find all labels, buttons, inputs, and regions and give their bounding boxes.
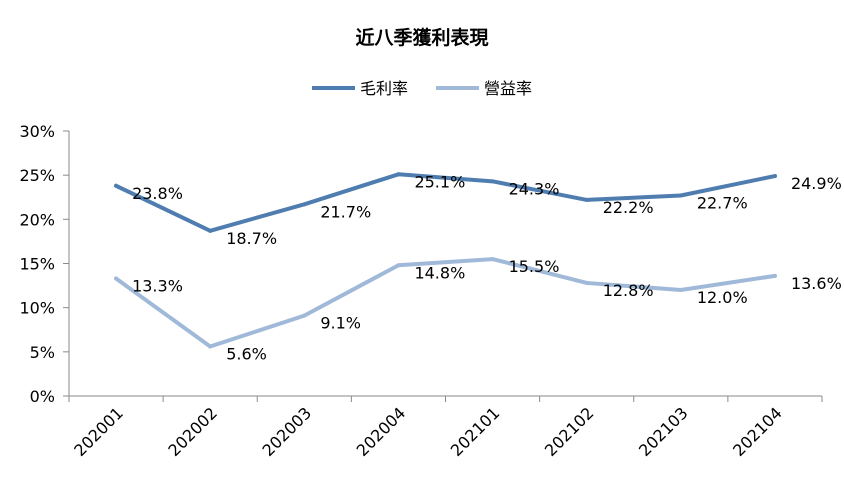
data-label: 24.9% (791, 174, 842, 193)
data-label: 15.5% (509, 257, 560, 276)
data-point (584, 197, 589, 202)
data-label: 24.3% (509, 179, 560, 198)
data-label: 21.7% (320, 202, 371, 221)
plot-area: 23.8% 18.7% 21.7% 25.1% 24.3% 22.2% 22.7% 24.9%… (114, 172, 842, 364)
data-point (678, 288, 683, 292)
data-point (772, 273, 777, 278)
data-label: 12.0% (697, 288, 748, 307)
data-point (772, 174, 777, 179)
data-point (678, 193, 683, 198)
data-point (396, 172, 401, 177)
legend-label-gross-margin: 毛利率 (360, 79, 408, 98)
data-label: 9.1% (320, 314, 361, 333)
data-point (208, 344, 213, 349)
x-tick-label: 202101 (447, 403, 504, 460)
data-point (114, 183, 119, 188)
y-tick-label: 20% (19, 210, 55, 229)
x-tick-label: 202103 (635, 403, 692, 460)
data-label: 13.3% (132, 277, 183, 296)
data-label: 23.8% (132, 184, 183, 203)
x-tick-label: 202002 (164, 403, 221, 460)
data-label: 18.7% (226, 229, 277, 248)
data-label: 5.6% (226, 345, 267, 364)
data-point (208, 228, 213, 233)
x-tick-label: 202001 (70, 403, 127, 460)
data-point (490, 179, 495, 184)
y-tick-label: 30% (19, 122, 55, 141)
y-tick-label: 25% (19, 166, 55, 185)
chart-title: 近八季獲利表現 (355, 26, 488, 49)
y-tick-label: 10% (19, 299, 55, 318)
data-label: 25.1% (414, 172, 465, 191)
legend-label-operating-margin: 營益率 (484, 79, 532, 98)
data-label: 13.6% (791, 274, 842, 293)
y-tick-label: 5% (30, 343, 55, 362)
x-tick-label: 202004 (353, 403, 410, 460)
y-tick-label: 15% (19, 255, 55, 274)
data-label: 22.2% (603, 198, 654, 217)
data-point (302, 313, 307, 318)
series-line-1 (114, 257, 777, 349)
series-line-0 (114, 172, 777, 233)
x-tick-label: 202104 (729, 403, 786, 460)
data-label: 12.8% (603, 281, 654, 300)
data-point (114, 276, 119, 281)
data-label: 14.8% (414, 263, 465, 282)
y-tick-label: 0% (30, 387, 55, 406)
data-point (396, 263, 401, 268)
legend: 毛利率 營益率 (312, 79, 532, 98)
data-point (302, 202, 307, 207)
x-tick-label: 202102 (541, 403, 598, 460)
x-tick-label: 202003 (259, 403, 316, 460)
data-point (584, 280, 589, 285)
data-point (490, 257, 495, 262)
data-label: 22.7% (697, 193, 748, 212)
